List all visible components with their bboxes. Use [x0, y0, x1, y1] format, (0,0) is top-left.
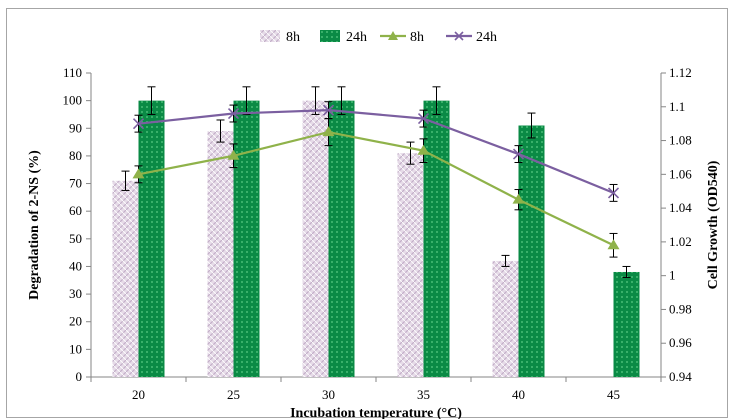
x-tick-label: 35: [417, 387, 430, 402]
point-x: [227, 107, 240, 120]
x-tick-label: 45: [607, 387, 620, 402]
point-x-stroke: [322, 104, 335, 116]
point-x: [417, 113, 430, 125]
bars: [112, 86, 640, 378]
point-x-stroke: [607, 187, 620, 199]
bar-24h-25: [233, 100, 260, 378]
line-series-0: [138, 130, 614, 247]
y-left-tick-label: 60: [69, 203, 82, 218]
point-x: [322, 104, 335, 116]
y-left-tick-label: 70: [69, 176, 82, 191]
bar-24h-30: [328, 100, 355, 378]
point-x-stroke: [417, 113, 430, 125]
y-right-axis-title: Cell Growth (OD540): [706, 160, 721, 289]
legend-label: 8h: [286, 30, 300, 45]
point-triangle: [607, 239, 620, 250]
point-triangle: [132, 168, 145, 179]
bar-24h-40: [518, 125, 545, 377]
bar-8h-35: [397, 153, 424, 377]
point-x: [512, 148, 525, 160]
bar-24h-20: [138, 100, 165, 378]
y-right-tick-label: 0.98: [669, 301, 692, 316]
lines: [132, 101, 620, 258]
y-left-tick-label: 10: [69, 341, 82, 356]
bar-8h-40: [492, 260, 519, 377]
y-right-tick-label: 1.06: [669, 166, 692, 181]
legend-swatch-bar: [320, 30, 340, 42]
y-right-tick-label: 1.1: [669, 99, 685, 114]
legend-label: 24h: [346, 30, 367, 45]
point-triangle: [512, 193, 525, 204]
y-left-tick-label: 40: [69, 258, 82, 273]
point-x: [132, 118, 145, 130]
y-right-tick-label: 0.94: [669, 369, 692, 384]
point-x-stroke: [512, 148, 525, 160]
y-right-tick-label: 1: [669, 268, 676, 283]
point-x: [607, 187, 620, 199]
y-left-tick-label: 20: [69, 314, 82, 329]
legend: 8h 24h 8h 24h: [260, 30, 497, 45]
y-left-tick-label: 50: [69, 231, 82, 246]
legend-marker-triangle: [388, 31, 398, 40]
y-right-tick-label: 1.12: [669, 65, 692, 80]
y-left-tick-label: 0: [76, 369, 83, 384]
y-left-tick-label: 110: [63, 65, 82, 80]
y-left-axis-title: Degradation of 2-NS (%): [27, 150, 42, 300]
legend-label: 24h: [476, 30, 497, 45]
x-tick-label: 25: [227, 387, 240, 402]
bar-24h-45: [613, 271, 640, 377]
bar-8h-30: [302, 100, 329, 378]
legend-label: 8h: [410, 30, 424, 45]
axes: [86, 72, 666, 382]
legend-swatch-bar: [260, 30, 280, 42]
y-left-tick-label: 90: [69, 120, 82, 135]
point-triangle: [227, 149, 240, 160]
y-right-tick-label: 1.04: [669, 200, 692, 215]
x-axis-title: Incubation temperature (°C): [290, 406, 462, 419]
point-x-stroke: [132, 118, 145, 130]
bar-8h-25: [207, 131, 234, 377]
x-tick-label: 40: [512, 387, 525, 402]
y-right-tick-label: 0.96: [669, 335, 692, 350]
bar-8h-20: [112, 180, 139, 377]
bar-24h-35: [423, 100, 450, 378]
legend-marker-x: [454, 31, 464, 41]
point-triangle: [322, 126, 335, 137]
y-left-tick-label: 80: [69, 148, 82, 163]
point-x-stroke: [227, 107, 240, 120]
y-left-tick-label: 100: [63, 93, 83, 108]
y-right-tick-label: 1.08: [669, 133, 692, 148]
x-tick-label: 30: [322, 387, 335, 402]
x-tick-label: 20: [132, 387, 145, 402]
point-triangle: [417, 144, 430, 155]
labels: 0 10 20 30 40 50 60 70 80 90 100 110 0.94 0.96 0.98 1 1.…: [27, 65, 721, 419]
line-series-1: [138, 109, 614, 194]
y-right-tick-label: 1.02: [669, 234, 692, 249]
y-left-tick-label: 30: [69, 286, 82, 301]
